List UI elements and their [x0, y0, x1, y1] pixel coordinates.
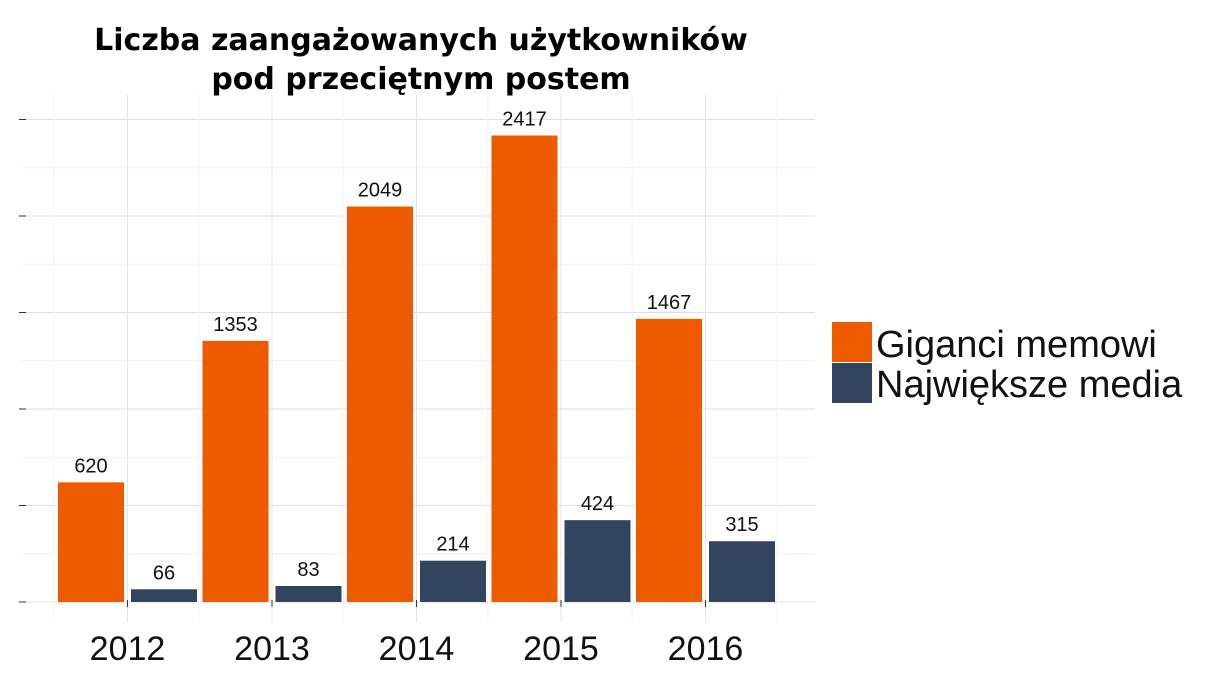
bar [564, 520, 631, 602]
bar-value-label: 2049 [358, 180, 403, 202]
bar-value-label: 214 [436, 534, 469, 556]
bar-value-label: 66 [153, 562, 175, 584]
legend: Giganci memowi Największe media [832, 322, 1183, 406]
x-tick-label: 2012 [90, 630, 166, 668]
x-tick-label: 2016 [668, 630, 744, 668]
bar [58, 482, 124, 602]
chart-title-line-2: pod przeciętnym postem [211, 62, 630, 97]
bar [347, 206, 413, 602]
bar [636, 318, 702, 602]
bar [275, 585, 342, 602]
legend-label-giganci: Giganci memowi [876, 324, 1157, 366]
y-axis-ticks [19, 119, 706, 607]
bar-value-label: 620 [74, 455, 107, 477]
x-axis-labels: 2012 2013 2014 2015 2016 [90, 630, 744, 668]
bar-value-label: 1353 [213, 314, 258, 336]
bar-value-label: 83 [297, 559, 319, 581]
legend-swatch-media [832, 363, 872, 403]
bar [131, 589, 197, 602]
bar [420, 560, 486, 602]
legend-label-media: Największe media [876, 364, 1183, 406]
bar-value-label: 2417 [502, 109, 547, 131]
bar [202, 340, 269, 602]
bar-labels: 620 1353 2049 2417 1467 66 83 214 424 315 [74, 109, 758, 585]
legend-swatch-giganci [832, 322, 872, 362]
bar [709, 541, 775, 602]
bar-value-label: 424 [581, 493, 614, 515]
bar-value-label: 315 [725, 514, 758, 536]
x-tick-label: 2015 [523, 630, 599, 668]
x-tick-label: 2014 [379, 630, 455, 668]
x-tick-label: 2013 [234, 630, 310, 668]
chart-title-line-1: Liczba zaangażowanych użytkowników [94, 23, 748, 58]
bar-value-label: 1467 [647, 292, 692, 314]
bars [58, 135, 775, 603]
bar [491, 135, 558, 603]
